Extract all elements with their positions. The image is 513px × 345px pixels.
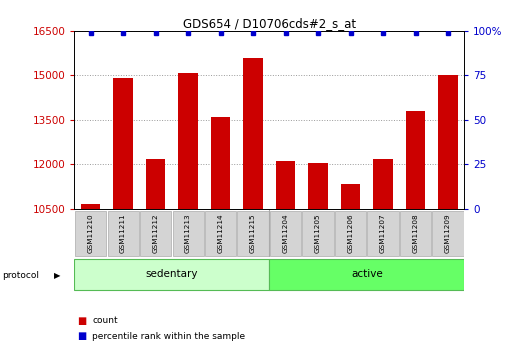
Bar xyxy=(81,204,101,209)
Bar xyxy=(341,184,360,209)
Bar xyxy=(367,211,399,256)
Text: count: count xyxy=(92,316,118,325)
Text: GSM11206: GSM11206 xyxy=(347,213,353,253)
Text: GSM11215: GSM11215 xyxy=(250,213,256,253)
Title: GDS654 / D10706cds#2_s_at: GDS654 / D10706cds#2_s_at xyxy=(183,17,356,30)
Bar xyxy=(211,117,230,209)
Bar xyxy=(438,76,458,209)
Bar xyxy=(270,211,301,256)
Text: GSM11204: GSM11204 xyxy=(283,213,289,253)
Text: GSM11210: GSM11210 xyxy=(88,213,94,253)
Bar xyxy=(335,211,366,256)
Text: ■: ■ xyxy=(77,332,86,341)
Text: GSM11213: GSM11213 xyxy=(185,213,191,253)
Bar xyxy=(243,58,263,209)
Text: GSM11205: GSM11205 xyxy=(315,213,321,253)
Bar xyxy=(205,211,236,256)
Text: GSM11208: GSM11208 xyxy=(412,213,419,253)
Text: percentile rank within the sample: percentile rank within the sample xyxy=(92,332,245,341)
Bar xyxy=(74,259,269,290)
Text: protocol: protocol xyxy=(3,272,40,280)
Bar xyxy=(146,159,165,209)
Bar xyxy=(406,111,425,209)
Text: GSM11212: GSM11212 xyxy=(152,213,159,253)
Bar xyxy=(172,211,204,256)
Bar xyxy=(238,211,269,256)
Bar xyxy=(179,72,198,209)
Bar xyxy=(373,159,393,209)
Bar xyxy=(308,163,328,209)
Bar xyxy=(140,211,171,256)
Text: GSM11214: GSM11214 xyxy=(218,213,224,253)
Text: sedentary: sedentary xyxy=(146,269,198,279)
Text: active: active xyxy=(351,269,383,279)
Bar xyxy=(75,211,106,256)
Bar xyxy=(432,211,464,256)
Text: ▶: ▶ xyxy=(54,272,61,280)
Bar xyxy=(400,211,431,256)
Bar xyxy=(276,161,295,209)
Text: GSM11209: GSM11209 xyxy=(445,213,451,253)
Bar xyxy=(303,211,333,256)
Bar xyxy=(113,78,133,209)
Bar xyxy=(269,259,464,290)
Text: GSM11207: GSM11207 xyxy=(380,213,386,253)
Bar xyxy=(108,211,139,256)
Text: GSM11211: GSM11211 xyxy=(120,213,126,253)
Text: ■: ■ xyxy=(77,316,86,326)
